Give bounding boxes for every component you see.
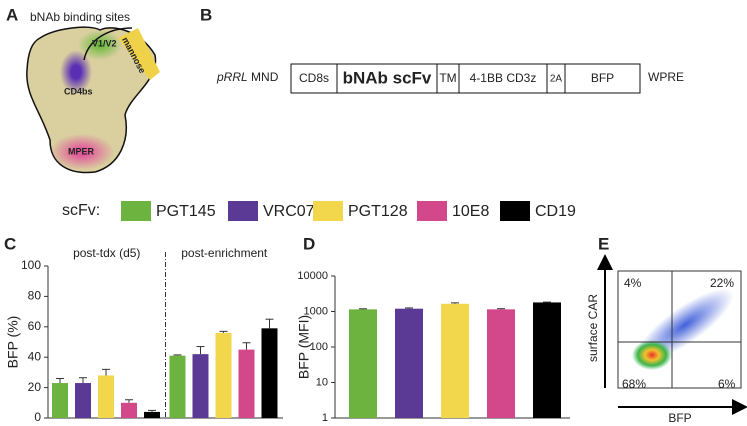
bar bbox=[238, 349, 255, 418]
y-tick-label: 20 bbox=[28, 380, 42, 394]
segment-label: TM bbox=[439, 71, 456, 85]
bar bbox=[533, 302, 561, 418]
y-tick-label: 10000 bbox=[297, 270, 328, 282]
vector-name: pRRL bbox=[216, 70, 248, 84]
panel-label: D bbox=[303, 234, 315, 253]
segment-label: bNAb scFv bbox=[343, 68, 432, 87]
y-tick-label: 60 bbox=[28, 319, 42, 333]
bar bbox=[215, 332, 232, 418]
y-tick-label: 40 bbox=[28, 349, 42, 363]
y-axis-label: BFP (%) bbox=[5, 316, 21, 369]
panel-label: B bbox=[200, 5, 212, 24]
panel-label: C bbox=[4, 234, 16, 253]
density-core bbox=[632, 340, 672, 370]
legend-swatch bbox=[121, 201, 151, 221]
y-tick-label: 1000 bbox=[304, 305, 328, 317]
bar bbox=[75, 383, 91, 418]
bar bbox=[441, 303, 469, 418]
legend-label: VRC07 bbox=[263, 203, 315, 220]
legend-label: PGT128 bbox=[348, 203, 408, 220]
panel-label: E bbox=[598, 234, 609, 253]
site-blob bbox=[118, 28, 160, 80]
quadrant-label: 68% bbox=[622, 377, 646, 391]
site-label: V1/V2 bbox=[92, 38, 117, 48]
construct-tail: WPRE bbox=[648, 70, 684, 84]
bar bbox=[98, 375, 114, 418]
bar bbox=[395, 308, 423, 418]
site-label: MPER bbox=[68, 146, 95, 156]
bar bbox=[169, 355, 186, 418]
construct-segment bbox=[458, 63, 548, 94]
legend-label: 10E8 bbox=[452, 203, 489, 220]
legend-label: CD19 bbox=[535, 203, 576, 220]
loop-line bbox=[83, 27, 133, 61]
x-axis-label: BFP bbox=[668, 411, 691, 425]
legend-swatch bbox=[228, 201, 258, 221]
construct-segment bbox=[564, 63, 641, 94]
promoter-name: MND bbox=[251, 70, 279, 84]
panel-label: A bbox=[6, 5, 18, 24]
construct-label: pRRL MND bbox=[216, 70, 279, 84]
y-tick-label: 80 bbox=[28, 289, 42, 303]
site-blob bbox=[50, 134, 114, 170]
site-blob bbox=[78, 30, 122, 60]
y-axis-label: surface CAR bbox=[586, 294, 600, 362]
site-label: CD4bs bbox=[64, 86, 93, 96]
y-tick-label: 0 bbox=[34, 410, 41, 424]
construct: CD8s bNAb scFv TM 4-1BB CD3z 2A BFP bbox=[290, 63, 641, 94]
construct-segment bbox=[336, 63, 438, 94]
bar bbox=[192, 354, 209, 418]
bar bbox=[349, 309, 377, 418]
legend-title: scFv: bbox=[62, 202, 100, 219]
envelope bbox=[26, 26, 157, 174]
bar bbox=[261, 328, 278, 418]
segment-label: 4-1BB CD3z bbox=[470, 71, 537, 85]
bar bbox=[52, 383, 68, 418]
y-tick-label: 100 bbox=[21, 258, 41, 272]
site-blob bbox=[60, 50, 92, 94]
panel-a-title: bNAb binding sites bbox=[30, 10, 130, 24]
segment-label: CD8s bbox=[299, 71, 329, 85]
y-tick-label: 100 bbox=[310, 341, 328, 353]
legend-label: PGT145 bbox=[156, 203, 216, 220]
quadrant-label: 6% bbox=[718, 377, 736, 391]
segment-label: BFP bbox=[591, 71, 614, 85]
legend-swatch bbox=[313, 201, 343, 221]
legend-swatch bbox=[417, 201, 447, 221]
bar bbox=[487, 309, 515, 418]
group-label: post-tdx (d5) bbox=[73, 246, 140, 260]
segment-label: 2A bbox=[550, 74, 563, 85]
construct-segment bbox=[290, 63, 338, 94]
legend-swatch bbox=[500, 201, 530, 221]
quadrant-label: 4% bbox=[624, 276, 642, 290]
group-label: post-enrichment bbox=[181, 246, 268, 260]
quadrant-label: 22% bbox=[710, 276, 734, 290]
bar bbox=[121, 402, 137, 418]
y-axis-label: BFP (MFI) bbox=[296, 315, 312, 379]
bar bbox=[144, 411, 160, 418]
y-tick-label: 1 bbox=[322, 412, 328, 424]
y-tick-label: 10 bbox=[316, 376, 328, 388]
legend: PGT145 VRC07 PGT128 10E8 CD19 bbox=[121, 201, 576, 221]
